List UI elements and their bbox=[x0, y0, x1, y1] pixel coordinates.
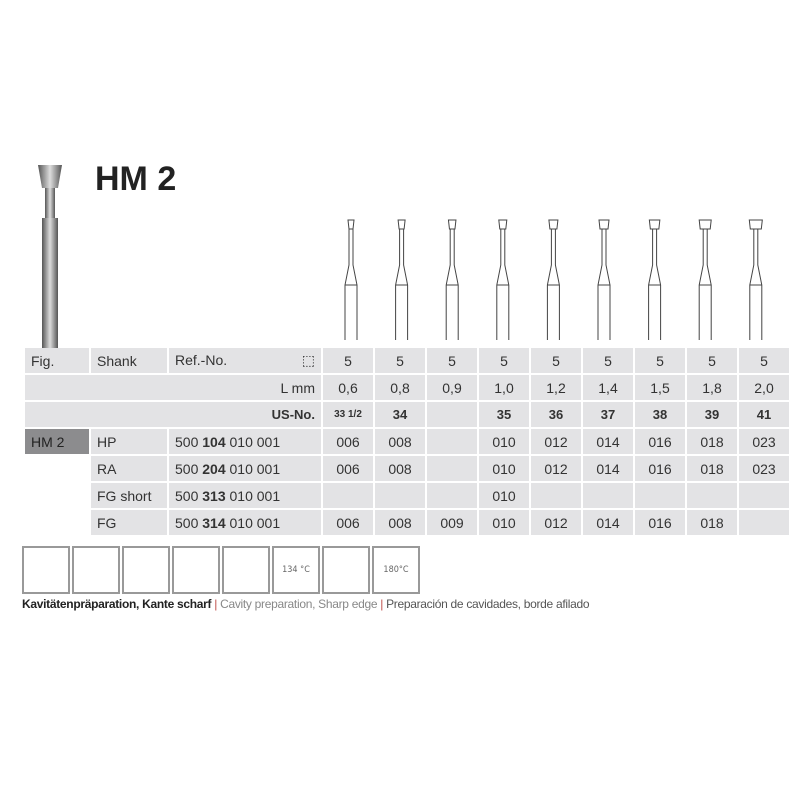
ultrasonic-icon bbox=[322, 546, 370, 594]
size-cell: 014 bbox=[583, 456, 633, 481]
bur-drawing bbox=[344, 219, 358, 340]
pack-qty: 5 bbox=[687, 348, 737, 373]
bur-drawings bbox=[344, 219, 763, 340]
table-row: FG 500 314 010 001 006 008 009 010 012 014 016 01… bbox=[25, 510, 789, 535]
bur-drawing bbox=[597, 219, 611, 340]
size-cell: 018 bbox=[687, 510, 737, 535]
size-cell: 012 bbox=[531, 510, 581, 535]
dental-arch-icon bbox=[172, 546, 220, 594]
size-cell: 010 bbox=[479, 429, 529, 454]
size-cell: 012 bbox=[531, 429, 581, 454]
shank-header: Shank bbox=[91, 348, 167, 373]
size-cell: 006 bbox=[323, 429, 373, 454]
shank-cell: FG bbox=[91, 510, 167, 535]
package-box-icon: ⬚ bbox=[301, 352, 315, 368]
table-row: RA 500 204 010 001 006 008 010 012 014 016 018 02… bbox=[25, 456, 789, 481]
bur-drawing bbox=[546, 219, 560, 340]
usage-icons: 134 °C 180°C bbox=[22, 546, 420, 594]
size-cell: 010 bbox=[479, 483, 529, 508]
product-title: HM 2 bbox=[95, 160, 177, 198]
pack-qty: 5 bbox=[427, 348, 477, 373]
pack-qty: 5 bbox=[635, 348, 685, 373]
size-cell: 012 bbox=[531, 456, 581, 481]
fig-header: Fig. bbox=[25, 348, 89, 373]
pack-qty: 5 bbox=[739, 348, 789, 373]
shank-cell: FG short bbox=[91, 483, 167, 508]
usno-row: US-No. 33 1/2 34 35 36 37 38 39 41 bbox=[25, 402, 789, 427]
cavity-icon bbox=[22, 546, 70, 594]
ref-cell: 500 104 010 001 bbox=[169, 429, 321, 454]
size-cell bbox=[531, 483, 581, 508]
bur-drawing bbox=[445, 219, 459, 340]
size-cell: 023 bbox=[739, 456, 789, 481]
size-cell bbox=[583, 483, 633, 508]
size-cell bbox=[739, 510, 789, 535]
size-cell: 010 bbox=[479, 456, 529, 481]
size-cell bbox=[427, 429, 477, 454]
bur-drawing bbox=[648, 219, 662, 340]
size-cell: 006 bbox=[323, 510, 373, 535]
bridge-icon bbox=[222, 546, 270, 594]
size-cell: 018 bbox=[687, 429, 737, 454]
sterilizer-134-icon: 134 °C bbox=[272, 546, 320, 594]
caption-en: Cavity preparation, Sharp edge bbox=[220, 597, 378, 611]
fig-cell bbox=[25, 456, 89, 481]
teeth-profile-icon bbox=[122, 546, 170, 594]
size-cell bbox=[687, 483, 737, 508]
ref-cell: 500 313 010 001 bbox=[169, 483, 321, 508]
description-caption: Kavitätenpräparation, Kante scharf | Cav… bbox=[22, 597, 590, 611]
ref-cell: 500 314 010 001 bbox=[169, 510, 321, 535]
caption-de: Kavitätenpräparation, Kante scharf bbox=[22, 597, 212, 611]
size-cell: 014 bbox=[583, 429, 633, 454]
table-row: HM 2 HP 500 104 010 001 006 008 010 012 014 016 0… bbox=[25, 429, 789, 454]
size-cell bbox=[427, 483, 477, 508]
size-cell: 016 bbox=[635, 456, 685, 481]
size-cell bbox=[375, 483, 425, 508]
size-cell: 014 bbox=[583, 510, 633, 535]
ref-header: Ref.-No. ⬚ bbox=[169, 348, 321, 373]
lmm-label: L mm bbox=[25, 375, 321, 400]
bur-photo bbox=[38, 165, 62, 348]
size-cell bbox=[635, 483, 685, 508]
bur-drawing bbox=[395, 219, 409, 340]
size-cell: 008 bbox=[375, 510, 425, 535]
hot-air-180-icon: 180°C bbox=[372, 546, 420, 594]
fig-cell bbox=[25, 483, 89, 508]
pack-qty: 5 bbox=[531, 348, 581, 373]
size-cell bbox=[739, 483, 789, 508]
fig-cell bbox=[25, 510, 89, 535]
size-cell: 006 bbox=[323, 456, 373, 481]
usno-label: US-No. bbox=[25, 402, 321, 427]
caption-es: Preparación de cavidades, borde afilado bbox=[386, 597, 590, 611]
size-cell: 016 bbox=[635, 510, 685, 535]
pack-qty: 5 bbox=[375, 348, 425, 373]
size-cell: 023 bbox=[739, 429, 789, 454]
fig-cell: HM 2 bbox=[25, 429, 89, 454]
bur-drawing bbox=[748, 219, 763, 340]
size-cell bbox=[323, 483, 373, 508]
pack-qty: 5 bbox=[583, 348, 633, 373]
bur-drawing bbox=[698, 219, 712, 340]
handpiece-icon bbox=[72, 546, 120, 594]
bur-drawing bbox=[496, 219, 510, 340]
pack-qty: 5 bbox=[323, 348, 373, 373]
lmm-row: L mm 0,6 0,8 0,9 1,0 1,2 1,4 1,5 1,8 2,0 bbox=[25, 375, 789, 400]
shank-cell: HP bbox=[91, 429, 167, 454]
size-cell: 016 bbox=[635, 429, 685, 454]
size-cell: 009 bbox=[427, 510, 477, 535]
size-cell: 018 bbox=[687, 456, 737, 481]
ref-cell: 500 204 010 001 bbox=[169, 456, 321, 481]
size-cell bbox=[427, 456, 477, 481]
size-cell: 008 bbox=[375, 429, 425, 454]
size-cell: 010 bbox=[479, 510, 529, 535]
shank-cell: RA bbox=[91, 456, 167, 481]
size-cell: 008 bbox=[375, 456, 425, 481]
table-row: FG short 500 313 010 001 010 bbox=[25, 483, 789, 508]
pack-qty: 5 bbox=[479, 348, 529, 373]
